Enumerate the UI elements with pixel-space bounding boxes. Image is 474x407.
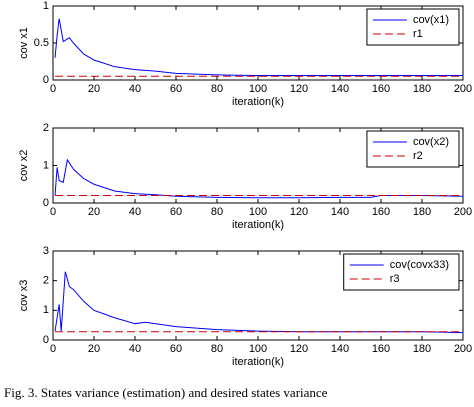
x-tick-label: 40 [129,343,141,355]
y-tick-label: 0 [43,334,49,346]
x-tick-label: 40 [129,206,141,218]
x-tick-label: 0 [50,83,56,95]
y-axis-label: cov x3 [18,280,30,312]
legend: cov(covx33) r3 [343,253,460,291]
x-tick-label: 60 [170,206,182,218]
legend-label: r2 [413,150,423,162]
y-tick-label: 3 [43,245,49,257]
legend-label: cov(x2) [413,136,449,148]
y-tick-label: 2 [43,122,49,134]
legend-label: r3 [390,273,400,285]
x-tick-label: 60 [170,83,182,95]
x-axis-label: iteration(k) [232,356,284,368]
x-tick-label: 0 [50,343,56,355]
x-tick-label: 20 [88,83,100,95]
x-tick-label: 160 [372,206,390,218]
y-tick-label: 1 [43,159,49,171]
legend-box [366,130,460,168]
x-tick-label: 40 [129,83,141,95]
x-tick-label: 140 [331,83,349,95]
y-tick-label: 0 [43,74,49,86]
x-tick-label: 80 [211,206,223,218]
legend-label: r1 [413,28,423,40]
caption: Fig. 3. States variance (estimation) and… [4,385,328,400]
x-tick-label: 200 [454,83,472,95]
x-tick-label: 20 [88,206,100,218]
legend: cov(x2) r2 [366,130,460,168]
x-tick-label: 20 [88,343,100,355]
x-tick-label: 100 [249,206,267,218]
x-tick-label: 100 [249,343,267,355]
y-tick-label: 2 [43,275,49,287]
legend-box [343,253,460,291]
x-tick-label: 200 [454,343,472,355]
x-axis-label: iteration(k) [232,219,284,231]
x-tick-label: 80 [211,83,223,95]
x-tick-label: 0 [50,206,56,218]
x-tick-label: 120 [290,343,308,355]
x-tick-label: 60 [170,343,182,355]
x-tick-label: 180 [413,343,431,355]
y-tick-label: 0 [43,197,49,209]
x-tick-label: 180 [413,206,431,218]
x-tick-label: 180 [413,83,431,95]
y-tick-label: 1 [43,304,49,316]
data-line [54,158,464,199]
legend-label: cov(covx33) [390,259,449,271]
x-tick-label: 140 [331,206,349,218]
y-tick-label: 1 [43,0,49,12]
x-axis-label: iteration(k) [232,96,284,108]
x-tick-label: 160 [372,343,390,355]
x-tick-label: 140 [331,343,349,355]
x-tick-label: 120 [290,83,308,95]
data-line [54,271,464,334]
legend: cov(x1) r1 [366,8,460,46]
x-tick-label: 80 [211,343,223,355]
data-line [54,18,463,77]
y-axis-label: cov x2 [18,150,30,182]
x-tick-label: 120 [290,206,308,218]
legend-label: cov(x1) [413,14,449,26]
y-axis-label: cov x1 [18,27,30,59]
legend-box [366,8,460,46]
x-tick-label: 160 [372,83,390,95]
x-tick-label: 100 [249,83,267,95]
x-tick-label: 200 [454,206,472,218]
y-tick-label: 0.5 [34,37,49,49]
